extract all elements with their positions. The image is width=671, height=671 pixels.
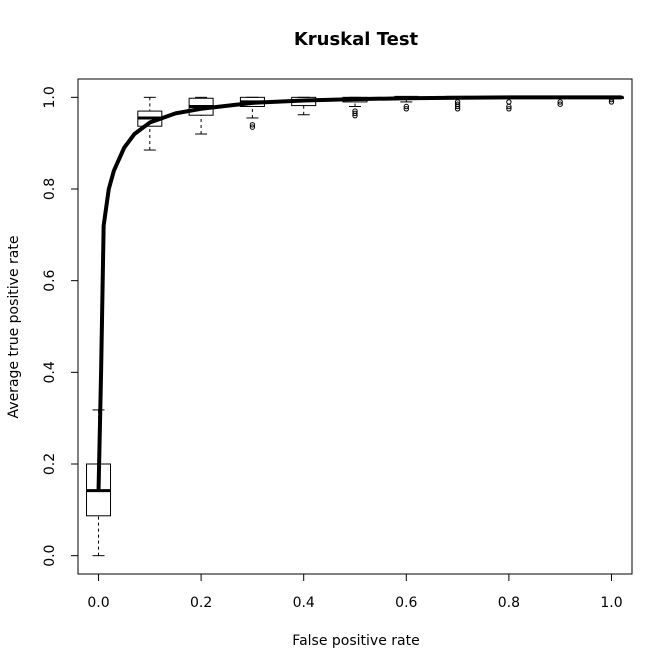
outlier [506,99,512,105]
x-tick-label: 0.2 [190,595,212,611]
plot-frame [77,78,633,575]
y-tick-label: 0.0 [42,545,58,567]
chart-title: Kruskal Test [294,29,419,50]
outlier [506,106,512,112]
outlier [249,124,256,130]
x-axis-label: False positive rate [292,633,419,649]
y-tick-label: 0.2 [42,453,58,475]
y-tick-label: 0.4 [42,361,58,383]
outlier [352,110,358,117]
y-tick-label: 1.0 [42,86,58,108]
outlier [352,108,358,114]
outlier [557,99,563,105]
x-tick-label: 0.4 [293,595,315,611]
x-tick-label: 0.6 [395,595,417,611]
mean-roc-curve [96,95,622,492]
outlier [454,101,461,107]
outlier [557,101,563,107]
x-tick-label: 1.0 [600,595,622,611]
y-tick-label: 0.8 [42,178,58,200]
outlier [403,103,409,110]
outlier [249,122,256,128]
x-tick-label: 0.8 [498,595,520,611]
x-tick-label: 0.0 [87,595,109,611]
y-tick-label: 0.6 [42,269,58,291]
outlier [403,106,409,112]
outlier [608,99,615,105]
y-axis-label: Average true positive rate [6,236,22,419]
